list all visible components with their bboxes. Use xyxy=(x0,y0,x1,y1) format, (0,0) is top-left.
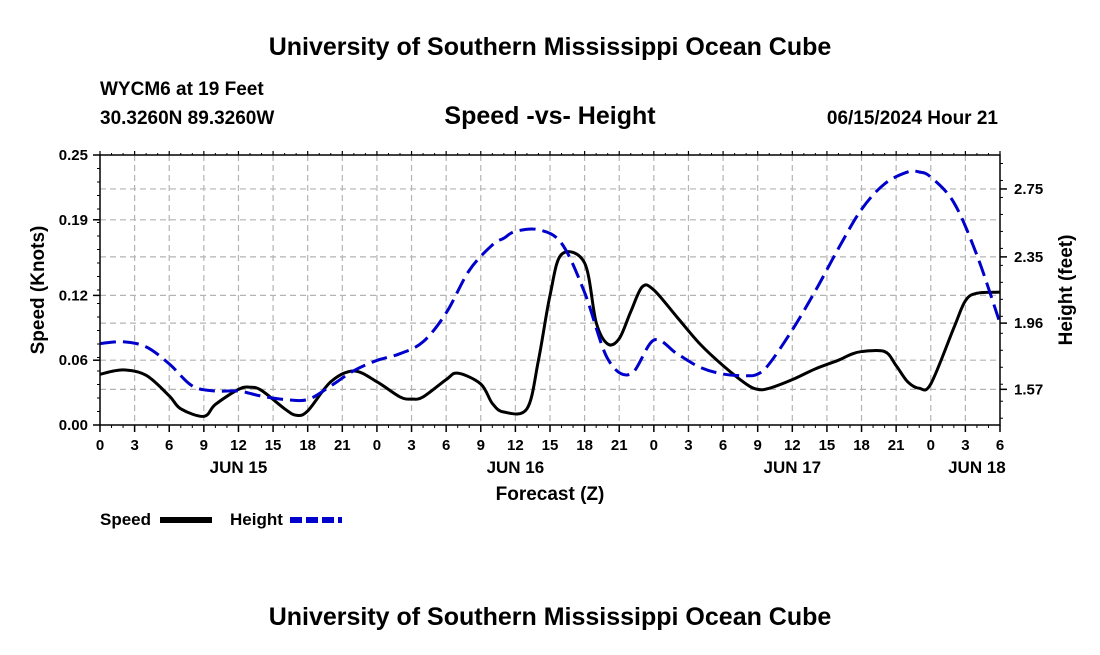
x-tick-label: 15 xyxy=(819,437,836,454)
y2-axis-title: Height (feet) xyxy=(1056,235,1077,346)
x-tick-label: 21 xyxy=(888,437,905,454)
x-tick-label: 9 xyxy=(754,437,762,454)
speed-series-line xyxy=(99,250,1001,418)
y-tick-label: 0.06 xyxy=(59,352,88,369)
legend-height-label: Height xyxy=(230,510,283,529)
height-series-line xyxy=(99,169,1002,403)
x-tick-label: 0 xyxy=(650,437,658,454)
tick-layer xyxy=(93,151,1007,432)
date-label: JUN 15 xyxy=(210,458,268,477)
x-tick-label: 15 xyxy=(265,437,282,454)
x-axis-title: Forecast (Z) xyxy=(496,484,605,505)
page-title: University of Southern Mississippi Ocean… xyxy=(269,33,832,61)
axis-labels: 0 3 6 9 12 15 18 21 0 3 6 9 12 15 18 21 0 3 6 9 12 15 18 21 0 3 6 J… xyxy=(59,147,1043,477)
x-tick-label: 12 xyxy=(230,437,247,454)
legend-speed-label: Speed xyxy=(100,510,151,529)
y-tick-label: 0.25 xyxy=(59,147,88,164)
date-label: JUN 16 xyxy=(487,458,545,477)
date-label: JUN 18 xyxy=(948,458,1006,477)
footer-title: University of Southern Mississippi Ocean… xyxy=(269,603,832,631)
x-tick-label: 6 xyxy=(996,437,1004,454)
series-layer xyxy=(99,169,1002,418)
y-axis-title: Speed (Knots) xyxy=(28,226,49,355)
x-tick-label: 9 xyxy=(477,437,485,454)
y-tick-label: 0.00 xyxy=(59,417,88,434)
x-tick-label: 21 xyxy=(611,437,628,454)
x-tick-label: 9 xyxy=(200,437,208,454)
forecast-datetime: 06/15/2024 Hour 21 xyxy=(827,108,999,129)
x-tick-label: 12 xyxy=(507,437,524,454)
x-tick-label: 6 xyxy=(165,437,173,454)
coords-label: 30.3260N 89.3260W xyxy=(100,108,274,129)
legend: Speed Height xyxy=(100,510,342,529)
y2-tick-label: 2.35 xyxy=(1014,249,1043,266)
x-tick-label: 3 xyxy=(407,437,415,454)
x-tick-label: 18 xyxy=(853,437,870,454)
x-tick-label: 0 xyxy=(96,437,104,454)
y2-tick-label: 1.96 xyxy=(1014,315,1043,332)
x-tick-label: 6 xyxy=(442,437,450,454)
chart-subtitle: Speed -vs- Height xyxy=(444,102,656,130)
x-tick-label: 18 xyxy=(576,437,593,454)
y-tick-label: 0.12 xyxy=(59,287,88,304)
date-label: JUN 17 xyxy=(763,458,821,477)
x-tick-label: 3 xyxy=(684,437,692,454)
station-label: WYCM6 at 19 Feet xyxy=(100,79,264,100)
x-tick-label: 18 xyxy=(299,437,316,454)
x-tick-label: 3 xyxy=(961,437,969,454)
y2-tick-label: 1.57 xyxy=(1014,381,1043,398)
x-tick-label: 6 xyxy=(719,437,727,454)
x-tick-label: 15 xyxy=(542,437,559,454)
x-tick-label: 0 xyxy=(927,437,935,454)
x-tick-label: 12 xyxy=(784,437,801,454)
x-tick-label: 0 xyxy=(373,437,381,454)
y-tick-label: 0.19 xyxy=(59,212,88,229)
y2-tick-label: 2.75 xyxy=(1014,181,1043,198)
x-tick-label: 21 xyxy=(334,437,351,454)
x-tick-label: 3 xyxy=(130,437,138,454)
